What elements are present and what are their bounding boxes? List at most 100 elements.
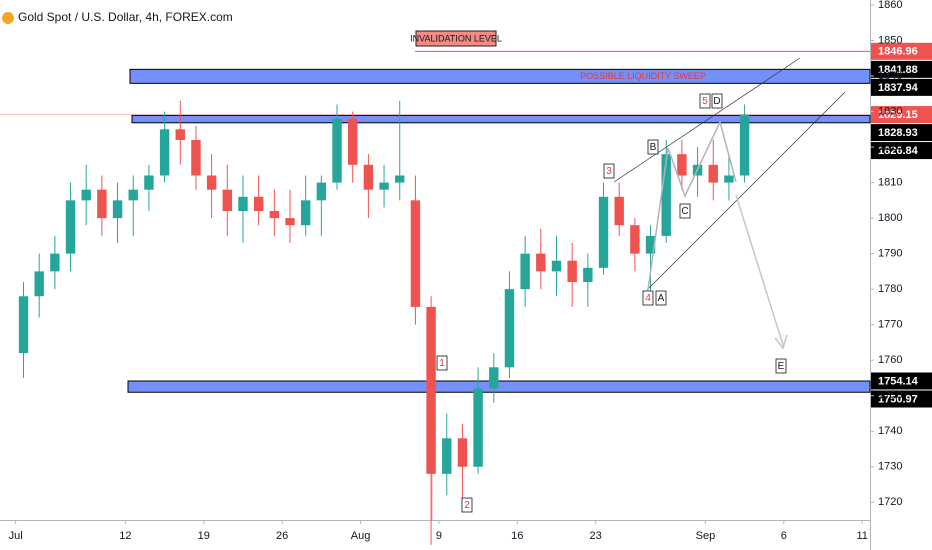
x-tick-label: 11 [856, 530, 867, 542]
wave-box [699, 93, 711, 109]
candle-body [348, 118, 358, 165]
candle-body [410, 200, 421, 307]
y-tick-label: 1720 [878, 496, 902, 508]
price-tag [871, 60, 932, 78]
candle-body [457, 438, 468, 467]
candle-body [504, 289, 515, 368]
wave-box [461, 497, 473, 513]
zone [127, 380, 871, 393]
candle-body [253, 196, 264, 211]
candle-body [316, 182, 327, 201]
candle-body [175, 129, 185, 140]
wave-label: D [713, 96, 720, 107]
price-tag-label: 1829.15 [878, 109, 918, 121]
price-tag-label: 1841.88 [878, 64, 918, 76]
y-tick-label: 1830 [878, 105, 902, 117]
candle-body [81, 189, 91, 201]
sweep-label: POSSIBLE LIQUIDITY SWEEP [580, 71, 706, 81]
wave-box [436, 355, 448, 371]
x-tick-label: 6 [781, 530, 787, 542]
y-tick-label: 1850 [878, 34, 902, 46]
wave-label: 3 [606, 166, 612, 177]
x-tick-label: 19 [198, 530, 210, 542]
candle-body [645, 235, 656, 254]
wave-box [711, 93, 723, 109]
candle-body [238, 196, 248, 211]
price-tag [871, 142, 932, 160]
header: Gold Spot / U.S. Dollar, 4h, FOREX.com [2, 10, 233, 24]
price-tag-label: 1846.96 [878, 46, 918, 58]
price-tag-label: 1826.84 [878, 145, 919, 157]
candle-body [520, 253, 530, 290]
candle-body [426, 306, 436, 474]
candle-body [144, 175, 154, 190]
y-tick-label: 1770 [878, 319, 902, 331]
candle-body [65, 200, 76, 254]
wave-label: 4 [645, 293, 651, 304]
candle-body [614, 196, 624, 226]
wave-box [642, 290, 654, 306]
candles [18, 100, 750, 545]
price-tag [871, 78, 932, 96]
candle-body [159, 129, 170, 176]
candle-body [269, 211, 280, 219]
zone [129, 68, 871, 84]
wave-box [679, 203, 691, 219]
chart-title: Gold Spot / U.S. Dollar, 4h, FOREX.com [18, 10, 233, 24]
candle-body [128, 189, 138, 201]
wave-label: 1 [439, 358, 445, 369]
candle-body [724, 175, 734, 183]
candle-body [222, 189, 232, 211]
y-tick-label: 1860 [878, 0, 902, 11]
candle-body [379, 182, 389, 190]
x-tick-label: Aug [351, 530, 371, 542]
y-tick-label: 1810 [878, 176, 902, 188]
invalidation-box [415, 30, 497, 47]
labels: INVALIDATION LEVEL POSSIBLE LIQUIDITY SWE… [410, 30, 932, 513]
x-tick-label: 23 [590, 530, 602, 542]
candle-body [661, 154, 671, 236]
x-tick-label: Sep [696, 530, 716, 542]
y-tick-label: 1780 [878, 283, 902, 295]
candle-body [300, 200, 311, 226]
wave-label: 5 [702, 96, 708, 107]
price-tag-label: 1837.94 [878, 82, 919, 94]
candle-body [18, 296, 29, 354]
candle-body [34, 271, 44, 297]
candle-body [567, 260, 577, 283]
projection-arrow [735, 194, 784, 346]
candle-body [583, 267, 593, 283]
price-tag [871, 42, 932, 60]
wave-box [775, 358, 787, 374]
zone [131, 114, 871, 124]
price-tag [871, 390, 932, 408]
y-tick-label: 1740 [878, 425, 902, 437]
price-tag-label: 1750.97 [878, 393, 918, 405]
wave-box [647, 139, 659, 155]
price-tag [871, 372, 932, 390]
y-tick-label: 1840 [878, 70, 902, 82]
candle-body [395, 175, 405, 183]
candle-body [112, 200, 123, 219]
candle-body [50, 253, 60, 272]
channel-lower [646, 91, 846, 291]
x-tick-label: 12 [119, 530, 131, 542]
candle-body [442, 438, 452, 474]
x-tick-label: Jul [9, 530, 23, 542]
y-tick-label: 1760 [878, 354, 902, 366]
candle-body [630, 225, 640, 254]
y-tick-label: 1730 [878, 461, 902, 473]
candle-body [473, 388, 483, 467]
wave-label: 2 [464, 500, 470, 511]
candle-body [551, 260, 562, 272]
symbol-icon [2, 12, 14, 24]
candle-body [363, 164, 374, 190]
x-tick-label: 26 [276, 530, 288, 542]
y-tick-label: 1800 [878, 212, 902, 224]
candle-body [677, 154, 687, 176]
x-tick-label: 16 [511, 530, 523, 542]
y-tick-label: 1790 [878, 248, 902, 260]
wave-label: C [681, 206, 688, 217]
drawings [613, 57, 846, 350]
